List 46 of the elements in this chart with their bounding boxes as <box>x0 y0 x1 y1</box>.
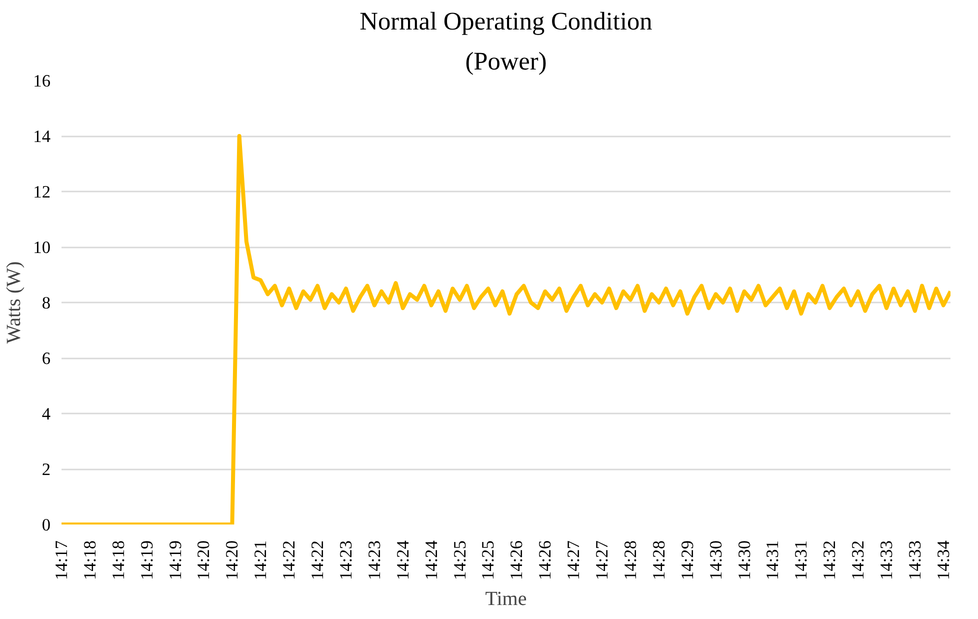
x-tick-label: 14:31 <box>792 540 811 580</box>
x-tick-label: 14:24 <box>422 540 441 580</box>
line-series <box>62 134 950 524</box>
chart-subtitle: (Power) <box>465 48 547 76</box>
x-tick-label: 14:20 <box>194 540 214 580</box>
x-tick-label: 14:17 <box>52 540 71 580</box>
y-axis-title: Watts (W) <box>3 261 26 344</box>
y-tick-label: 6 <box>42 349 51 368</box>
y-tick-label: 8 <box>42 294 51 312</box>
x-tick-label: 14:32 <box>848 540 868 580</box>
y-tick-label: 12 <box>33 182 50 202</box>
x-tick-label: 14:22 <box>308 540 328 580</box>
x-tick-label: 14:27 <box>592 540 612 580</box>
x-tick-label: 14:30 <box>734 540 754 580</box>
y-tick-label: 16 <box>33 72 51 90</box>
x-tick-label: 14:25 <box>450 540 470 580</box>
x-tick-label: 14:24 <box>393 540 412 580</box>
y-tick-label: 4 <box>42 404 51 424</box>
x-tick-label: 14:26 <box>536 540 555 580</box>
y-tick-label: 2 <box>42 460 51 479</box>
x-tick-label: 14:18 <box>108 540 128 580</box>
x-tick-label: 14:33 <box>905 540 924 580</box>
x-tick-label: 14:32 <box>820 540 840 580</box>
x-tick-label: 14:19 <box>166 540 185 580</box>
x-axis-title: Time <box>485 588 527 610</box>
x-tick-label: 14:21 <box>251 540 270 580</box>
y-tick-label: 10 <box>33 238 50 257</box>
x-tick-label: 14:34 <box>934 540 953 580</box>
x-tick-label: 14:22 <box>280 540 299 580</box>
x-tick-label: 14:27 <box>564 540 584 580</box>
x-tick-label: 14:25 <box>478 540 498 580</box>
x-tick-label: 14:30 <box>706 540 726 580</box>
x-tick-label: 14:33 <box>876 540 896 580</box>
y-tick-label: 0 <box>42 516 51 534</box>
x-tick-label: 14:20 <box>222 540 242 580</box>
x-tick-label: 14:29 <box>678 540 697 580</box>
x-tick-label: 14:28 <box>649 540 668 580</box>
x-tick-label: 14:28 <box>620 540 640 580</box>
x-tick-label: 14:18 <box>80 540 100 580</box>
x-tick-label: 14:23 <box>336 540 356 580</box>
x-tick-label: 14:23 <box>364 540 384 580</box>
y-tick-label: 14 <box>33 127 51 146</box>
chart-title: Normal Operating Condition <box>360 8 653 36</box>
x-tick-label: 14:19 <box>137 540 156 580</box>
x-tick-label: 14:31 <box>763 540 782 580</box>
x-tick-label: 14:26 <box>507 540 526 580</box>
